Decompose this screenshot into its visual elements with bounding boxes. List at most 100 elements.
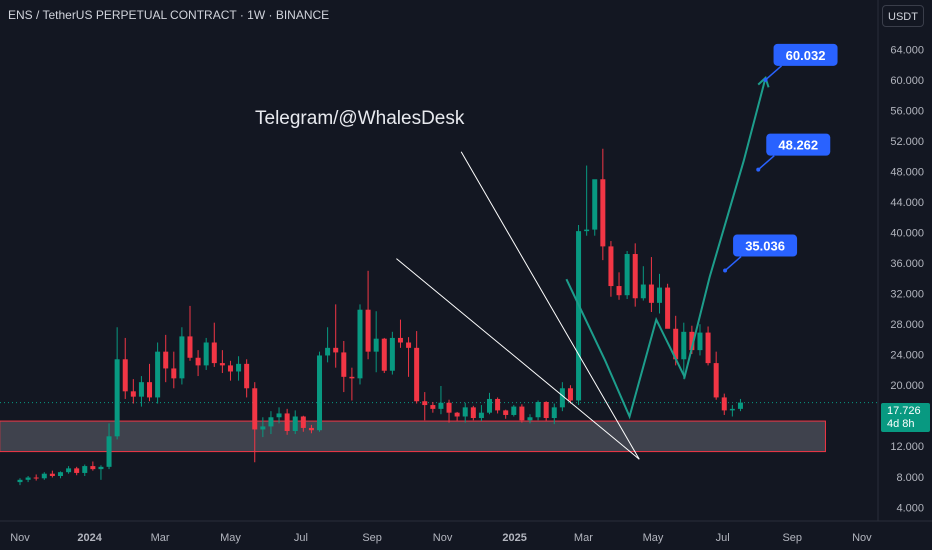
candle-body (470, 407, 476, 419)
candle-body (584, 229, 590, 232)
y-tick-label: 56.000 (890, 106, 924, 118)
candle-body (648, 284, 654, 303)
symbol-title[interactable]: ENS / TetherUS PERPETUAL CONTRACT · 1W ·… (8, 8, 330, 22)
candle-body (414, 347, 420, 402)
y-tick-label: 24.000 (890, 350, 924, 362)
y-tick-label: 4.000 (896, 502, 924, 514)
y-tick-label: 28.000 (890, 319, 924, 331)
candle-body (624, 254, 630, 296)
x-tick-label: Jul (716, 532, 730, 544)
candle-body (535, 402, 541, 418)
projection-arrowhead (757, 76, 770, 88)
y-tick-label: 12.000 (890, 441, 924, 453)
x-tick-label: Nov (433, 532, 453, 544)
candle-body (519, 406, 525, 421)
currency-button[interactable]: USDT (882, 5, 924, 27)
x-tick-label: Sep (362, 532, 382, 544)
candle-body (389, 337, 395, 371)
candle-body (106, 436, 112, 467)
candle-body (381, 338, 387, 371)
candle-body (357, 309, 363, 379)
candle-body (737, 402, 743, 409)
candle-body (49, 473, 55, 476)
candle-body (171, 368, 177, 379)
target-point (763, 77, 768, 82)
last-price-badge: 17.726 4d 8h (881, 403, 930, 432)
candle-body (82, 466, 88, 473)
candle-body (284, 413, 290, 431)
watermark-text: Telegram/@WhalesDesk (255, 108, 465, 129)
target-label: 35.036 (745, 239, 785, 254)
x-tick-label: Jul (294, 532, 308, 544)
candle-body (219, 363, 225, 366)
y-tick-label: 20.000 (890, 380, 924, 392)
x-tick-label: May (220, 532, 241, 544)
candle-body (17, 479, 23, 483)
candle-body (689, 331, 695, 351)
candle-body (608, 246, 614, 287)
candle-body (438, 402, 444, 409)
candle-body (495, 398, 501, 411)
candle-body (74, 468, 80, 473)
candle-body (25, 477, 31, 480)
candle-body (138, 382, 144, 397)
target-label-box (766, 133, 831, 156)
candle-body (114, 359, 120, 437)
y-tick-label: 64.000 (890, 45, 924, 57)
candle-body (276, 413, 282, 418)
target-label-box (733, 234, 798, 257)
candle-body (721, 397, 727, 411)
x-tick-label: Mar (151, 532, 170, 544)
candle-body (300, 416, 306, 428)
wedge-trendline (396, 258, 640, 460)
candle-body (349, 376, 355, 379)
target-point (756, 167, 761, 172)
x-tick-label: Mar (574, 532, 593, 544)
candle-body (66, 468, 72, 473)
candle-body (632, 254, 638, 299)
candle-body (576, 231, 582, 401)
candle-body (551, 407, 557, 419)
candle-body (187, 336, 193, 358)
support-zone (0, 420, 826, 453)
candle-body (122, 359, 128, 392)
target-label: 48.262 (778, 138, 818, 153)
candle-body (487, 398, 493, 413)
candle-body (665, 287, 671, 329)
y-tick-label: 60.000 (890, 75, 924, 87)
candle-body (616, 286, 622, 296)
candle-body (697, 332, 703, 351)
candle-body (155, 351, 161, 398)
x-tick-label: 2025 (502, 532, 526, 544)
candle-body (227, 365, 233, 372)
candle-body (90, 466, 96, 470)
candle-body (729, 408, 735, 411)
last-price-value: 17.726 (887, 405, 921, 417)
candle-body (592, 179, 598, 230)
projection-path (565, 77, 767, 420)
x-tick-label: May (643, 532, 664, 544)
y-tick-label: 8.000 (896, 472, 924, 484)
x-tick-label: Sep (782, 532, 802, 544)
bar-countdown: 4d 8h (887, 418, 915, 430)
candle-body (317, 355, 323, 431)
target-pointer (724, 255, 742, 272)
candle-body (430, 405, 436, 409)
y-tick-label: 40.000 (890, 228, 924, 240)
candle-body (333, 347, 339, 353)
candle-body (713, 363, 719, 398)
candle-body (365, 309, 371, 352)
candle-body (511, 406, 517, 415)
x-tick-label: Nov (852, 532, 872, 544)
candle-body (422, 401, 428, 406)
x-tick-label: Nov (10, 532, 30, 544)
candle-body (252, 388, 258, 430)
y-tick-label: 44.000 (890, 197, 924, 209)
x-tick-label: 2024 (77, 532, 102, 544)
candle-body (236, 363, 242, 372)
candle-body (98, 466, 104, 470)
candle-body (163, 351, 169, 369)
candle-body (195, 357, 201, 366)
target-pointer (765, 65, 783, 81)
